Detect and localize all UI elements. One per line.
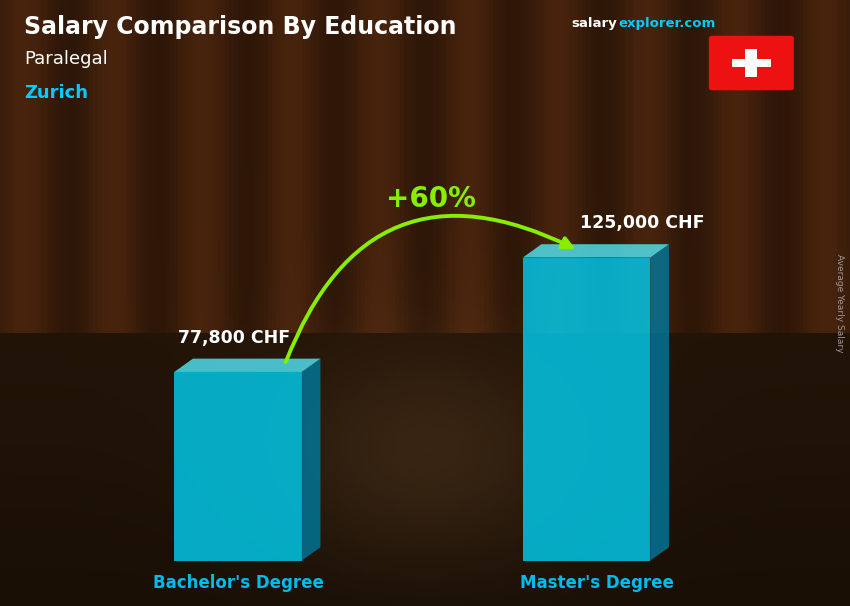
Bar xyxy=(745,49,757,76)
Text: Paralegal: Paralegal xyxy=(24,50,108,68)
Text: +60%: +60% xyxy=(387,185,476,213)
Polygon shape xyxy=(174,372,302,561)
Text: Zurich: Zurich xyxy=(24,84,88,102)
Text: 77,800 CHF: 77,800 CHF xyxy=(178,328,290,347)
Text: explorer.com: explorer.com xyxy=(619,17,716,30)
Text: salary: salary xyxy=(571,17,617,30)
Text: Salary Comparison By Education: Salary Comparison By Education xyxy=(24,15,456,39)
Text: Master's Degree: Master's Degree xyxy=(519,574,674,592)
Text: 125,000 CHF: 125,000 CHF xyxy=(580,214,704,232)
FancyBboxPatch shape xyxy=(709,36,794,90)
Polygon shape xyxy=(523,258,650,561)
Text: Bachelor's Degree: Bachelor's Degree xyxy=(152,574,324,592)
Polygon shape xyxy=(650,244,669,561)
Bar xyxy=(733,59,770,67)
Polygon shape xyxy=(174,359,320,372)
Polygon shape xyxy=(302,359,320,561)
Polygon shape xyxy=(523,244,669,258)
Text: Average Yearly Salary: Average Yearly Salary xyxy=(836,254,844,352)
